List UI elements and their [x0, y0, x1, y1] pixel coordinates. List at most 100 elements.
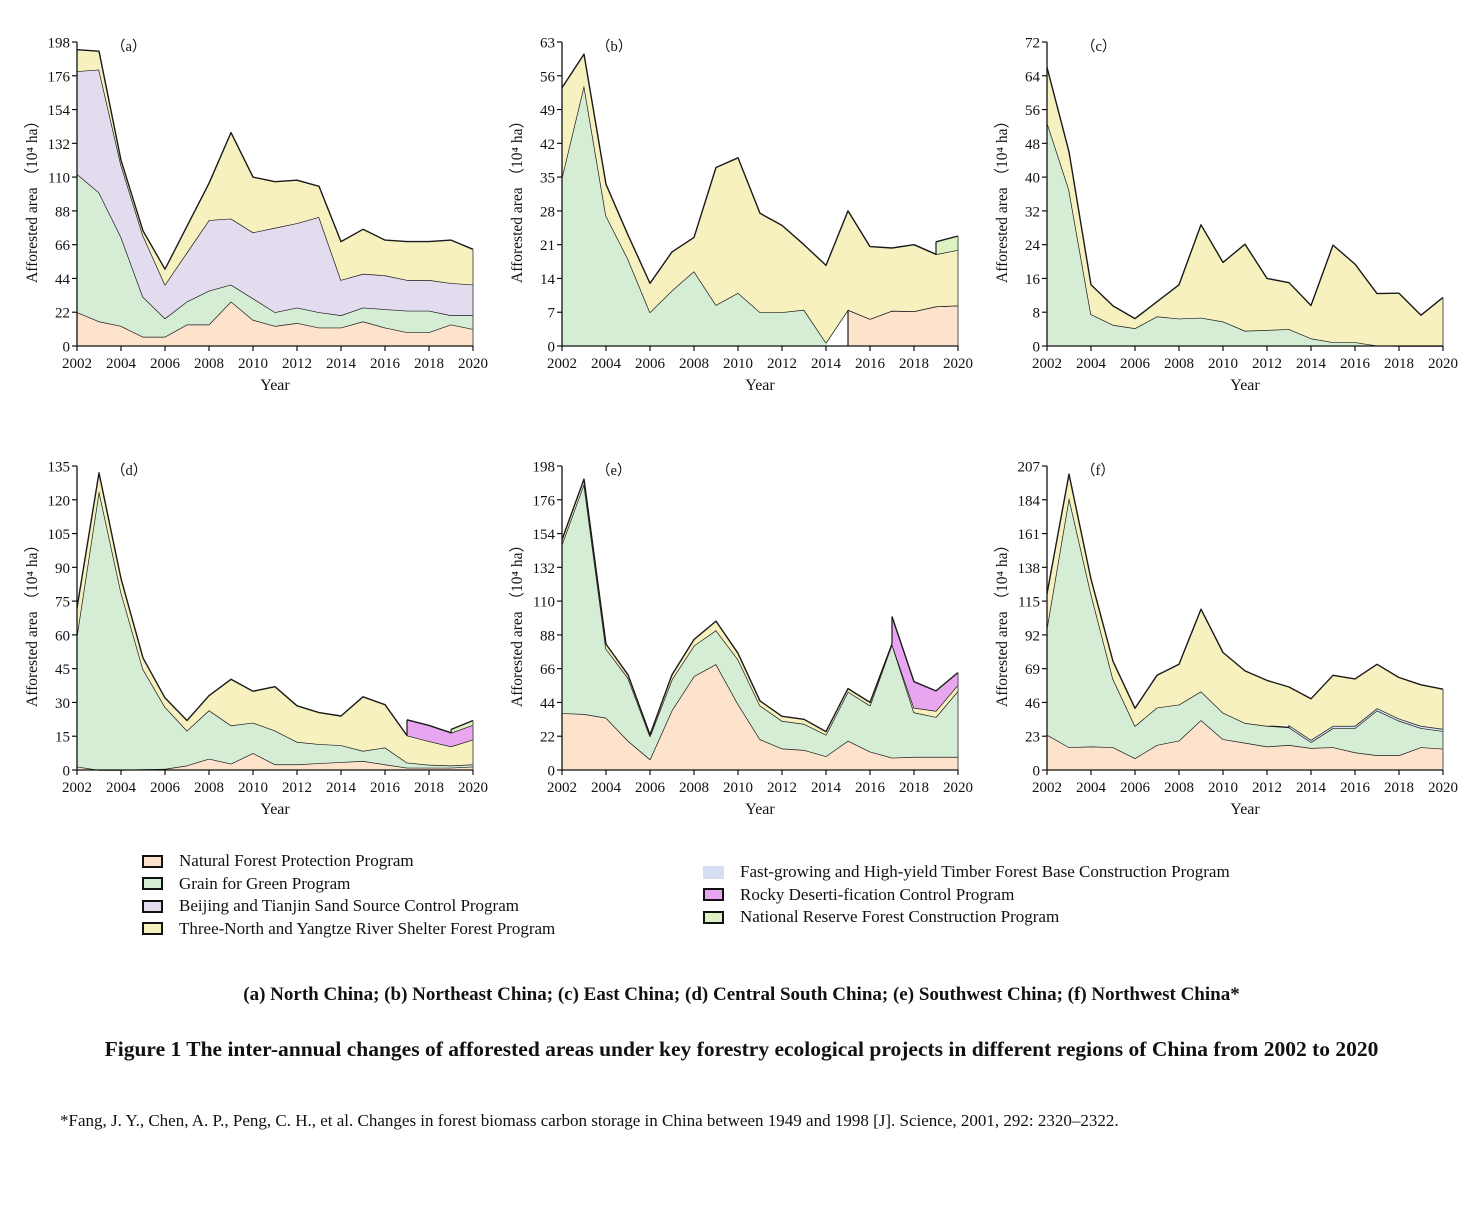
- x-tick-label: 2016: [855, 356, 886, 372]
- figure-title: Figure 1 The inter-annual changes of aff…: [104, 1037, 1379, 1061]
- x-tick-label: 2010: [723, 356, 753, 372]
- y-tick-label: 0: [548, 340, 556, 356]
- legend-item-nf: Natural Forest Protection Program: [142, 850, 555, 873]
- chart-svg-d: 0 15 30 45 60 75 90 105 120 135 2002 2004 2006 2008 20…: [24, 460, 488, 819]
- legend-swatch: [142, 922, 163, 936]
- x-tick-label: 2014: [811, 780, 842, 796]
- legend-label: Three-North and Yangtze River Shelter Fo…: [179, 918, 556, 938]
- axes: 0 7 14 21 28 35 42 49 56 63 2002 2004 2006 2008 2010 20…: [540, 36, 973, 373]
- series-line-nr: [450, 719, 474, 731]
- x-tick-label: 2014: [1296, 780, 1327, 796]
- y-tick-label: 66: [540, 662, 556, 678]
- y-tick-label: 44: [55, 272, 71, 288]
- y-tick-label: 56: [1025, 103, 1041, 119]
- y-tick-label: 135: [48, 460, 71, 476]
- area-tn: [77, 472, 473, 766]
- y-tick-label: 110: [48, 171, 70, 187]
- y-tick-label: 48: [1025, 137, 1040, 153]
- x-tick-label: 2012: [767, 780, 797, 796]
- x-tick-label: 2010: [1208, 356, 1238, 372]
- chart-panel-f: 0 23 46 69 92 115 138 161 184 207 2002 2004 2006 2008…: [970, 424, 1458, 819]
- y-tick-label: 32: [1025, 204, 1040, 220]
- series-line-nr: [935, 235, 959, 243]
- y-tick-label: 64: [1025, 69, 1041, 85]
- x-tick-label: 2018: [899, 356, 929, 372]
- x-tick-label: 2006: [1120, 356, 1151, 372]
- x-tick-label: 2004: [106, 356, 137, 372]
- y-tick-label: 0: [1033, 340, 1041, 356]
- x-tick-label: 2018: [414, 356, 444, 372]
- axes: 0 15 30 45 60 75 90 105 120 135 2002 2004 2006 2008 20…: [48, 460, 489, 797]
- x-tick-label: 2020: [943, 780, 973, 796]
- x-tick-label: 2012: [767, 356, 797, 372]
- x-tick-label: 2008: [1164, 780, 1194, 796]
- y-tick-label: 88: [55, 204, 70, 220]
- x-tick-label: 2012: [282, 356, 312, 372]
- area-rd: [407, 719, 473, 747]
- x-tick-label: 2018: [414, 780, 444, 796]
- y-tick-label: 132: [533, 561, 556, 577]
- y-tick-label: 0: [63, 340, 71, 356]
- x-axis-label: Year: [1230, 801, 1260, 818]
- x-tick-label: 2020: [1428, 780, 1458, 796]
- y-tick-label: 88: [540, 628, 555, 644]
- y-tick-label: 66: [55, 238, 71, 254]
- x-tick-label: 2012: [1252, 780, 1282, 796]
- chart-panel-e: 0 22 44 66 88 110 132 154 176 198 2002 2004 2006 2008…: [485, 424, 973, 819]
- x-axis-label: Year: [745, 801, 775, 818]
- area-bt: [77, 69, 473, 319]
- x-tick-label: 2002: [62, 356, 92, 372]
- legend-swatch: [142, 899, 163, 913]
- legend-label: Natural Forest Protection Program: [179, 851, 414, 871]
- y-tick-label: 132: [48, 137, 71, 153]
- x-axis-label: Year: [1230, 377, 1260, 394]
- y-tick-label: 90: [55, 561, 70, 577]
- x-tick-label: 2004: [1076, 780, 1107, 796]
- y-tick-label: 15: [55, 730, 70, 746]
- x-tick-label: 2012: [282, 780, 312, 796]
- area-layers: [561, 53, 959, 347]
- x-tick-label: 2016: [1340, 356, 1371, 372]
- area-nf: [77, 753, 473, 770]
- x-tick-label: 2002: [547, 356, 577, 372]
- y-tick-label: 46: [1025, 696, 1041, 712]
- y-tick-label: 110: [533, 595, 555, 611]
- x-tick-label: 2016: [370, 356, 401, 372]
- x-tick-label: 2008: [679, 780, 709, 796]
- y-tick-label: 7: [548, 306, 556, 322]
- x-tick-label: 2008: [194, 780, 224, 796]
- y-tick-label: 22: [55, 306, 70, 322]
- x-tick-label: 2002: [1032, 356, 1062, 372]
- subplot-caption: (a) North China; (b) Northeast China; (c…: [243, 984, 1240, 1005]
- legend-right: Fast-growing and High-yield Timber Fores…: [703, 861, 1230, 929]
- x-tick-label: 2014: [326, 356, 357, 372]
- y-axis-label: Afforested area （10⁴ ha）: [509, 113, 526, 283]
- x-tick-label: 2010: [238, 356, 268, 372]
- y-tick-label: 198: [48, 36, 71, 52]
- x-tick-label: 2014: [326, 780, 357, 796]
- chart-svg-b: 0 7 14 21 28 35 42 49 56 63 2002 2004 2006 2008 2010 20…: [509, 36, 973, 395]
- x-tick-label: 2006: [150, 780, 181, 796]
- area-gg: [1047, 497, 1443, 759]
- x-tick-label: 2016: [1340, 780, 1371, 796]
- y-tick-label: 23: [1025, 730, 1040, 746]
- x-tick-label: 2020: [458, 780, 488, 796]
- chart-panel-b: 0 7 14 21 28 35 42 49 56 63 2002 2004 2006 2008 2010 20…: [485, 0, 973, 395]
- y-tick-label: 16: [1025, 272, 1041, 288]
- x-tick-label: 2002: [1032, 780, 1062, 796]
- y-tick-label: 63: [540, 36, 555, 52]
- y-tick-label: 0: [63, 764, 71, 780]
- x-tick-label: 2016: [370, 780, 401, 796]
- area-tn: [1047, 474, 1443, 740]
- x-axis-label: Year: [260, 377, 290, 394]
- y-tick-label: 14: [540, 272, 556, 288]
- y-tick-label: 198: [533, 460, 556, 476]
- series-line-tn: [1046, 67, 1444, 320]
- legend-left: Natural Forest Protection Program Grain f…: [142, 850, 555, 940]
- y-tick-label: 40: [1025, 171, 1040, 187]
- x-tick-label: 2006: [1120, 780, 1151, 796]
- series-line-rd: [891, 616, 959, 692]
- panel-label: （e）: [596, 462, 631, 479]
- area-nr: [451, 720, 473, 733]
- y-tick-label: 105: [48, 527, 71, 543]
